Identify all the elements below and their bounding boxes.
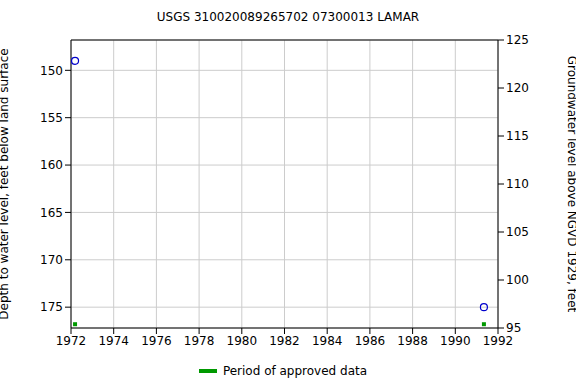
svg-text:1988: 1988: [397, 334, 428, 348]
svg-text:110: 110: [506, 177, 529, 191]
svg-text:1990: 1990: [440, 334, 471, 348]
svg-text:1972: 1972: [56, 334, 87, 348]
svg-text:95: 95: [506, 321, 521, 335]
svg-text:165: 165: [40, 206, 63, 220]
svg-text:120: 120: [506, 81, 529, 95]
svg-text:1982: 1982: [269, 334, 300, 348]
svg-text:Depth to water level, feet bel: Depth to water level, feet below land su…: [8, 48, 11, 319]
svg-text:170: 170: [40, 253, 63, 267]
svg-text:1980: 1980: [227, 334, 258, 348]
svg-text:1984: 1984: [312, 334, 343, 348]
svg-text:155: 155: [40, 111, 63, 125]
svg-text:105: 105: [506, 225, 529, 239]
svg-text:1974: 1974: [98, 334, 129, 348]
svg-text:115: 115: [506, 129, 529, 143]
svg-text:1986: 1986: [355, 334, 386, 348]
html-text:USGS 310020089265702 07300013: USGS 310020089265702 07300013 LAMAR: [156, 10, 420, 24]
svg-text:1978: 1978: [184, 334, 215, 348]
svg-text:100: 100: [506, 273, 529, 287]
svg-text:1976: 1976: [141, 334, 172, 348]
svg-text:125: 125: [506, 33, 529, 47]
svg-text:175: 175: [40, 300, 63, 314]
svg-text:Groundwater level above NGVD 1: Groundwater level above NGVD 1929, feet: [565, 56, 568, 313]
svg-text:150: 150: [40, 64, 63, 78]
svg-text:1992: 1992: [483, 334, 514, 348]
html-text:Period of approved data: Period of approved data: [222, 364, 368, 378]
svg-text:160: 160: [40, 158, 63, 172]
